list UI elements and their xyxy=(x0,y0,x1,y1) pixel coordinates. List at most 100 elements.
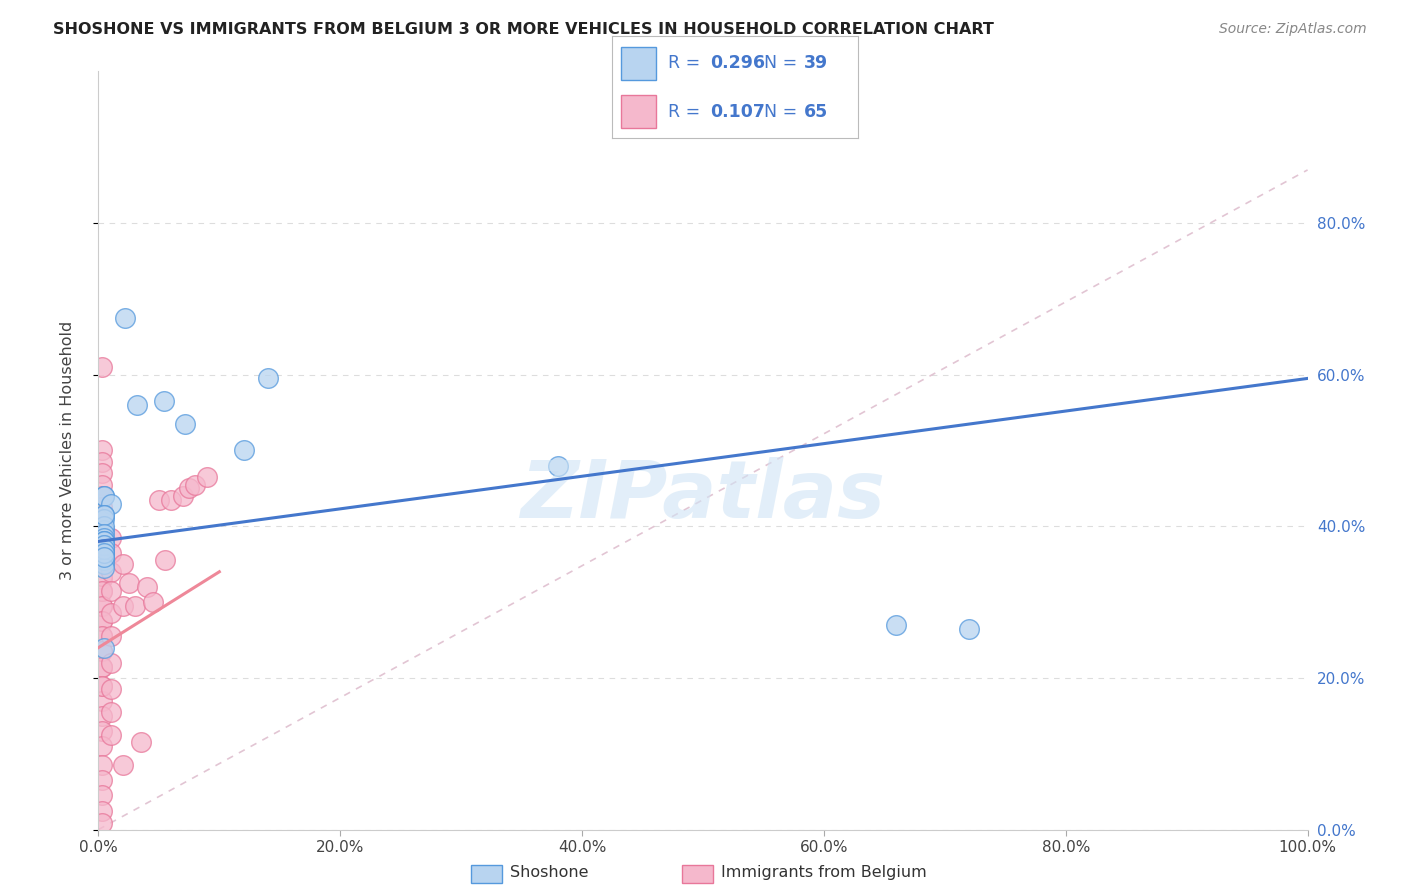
Point xyxy=(100,607,122,621)
Point xyxy=(93,549,115,564)
Point xyxy=(93,508,115,522)
Point xyxy=(91,523,114,537)
Point xyxy=(129,735,152,749)
Point xyxy=(93,538,115,552)
Point xyxy=(93,526,115,541)
Point xyxy=(100,656,122,670)
Text: R =: R = xyxy=(668,103,706,120)
Point xyxy=(91,568,114,582)
Point xyxy=(100,728,122,742)
Point xyxy=(93,640,115,655)
Point xyxy=(160,492,183,507)
Point xyxy=(91,804,114,818)
Point xyxy=(91,512,114,526)
Text: R =: R = xyxy=(668,54,706,72)
Point xyxy=(93,523,115,537)
Point xyxy=(91,557,114,572)
Point xyxy=(91,467,114,481)
Point xyxy=(91,455,114,469)
Point xyxy=(152,394,174,409)
Bar xyxy=(621,95,655,128)
Point xyxy=(91,477,114,491)
Point xyxy=(93,538,115,552)
Point xyxy=(91,614,114,628)
Point xyxy=(93,557,115,572)
Point xyxy=(100,546,122,560)
Point xyxy=(93,538,115,552)
Point xyxy=(256,371,278,385)
Point xyxy=(91,599,114,613)
Point xyxy=(232,443,254,458)
Point xyxy=(91,629,114,643)
Text: ZIPatlas: ZIPatlas xyxy=(520,457,886,535)
Point xyxy=(91,599,114,613)
Point xyxy=(91,694,114,708)
Point xyxy=(172,489,194,503)
Point xyxy=(148,492,170,507)
Text: N =: N = xyxy=(765,54,803,72)
Point xyxy=(91,678,114,692)
Point xyxy=(91,659,114,673)
Point xyxy=(174,417,197,431)
Point xyxy=(93,553,115,567)
Point xyxy=(179,482,201,496)
Point xyxy=(93,561,115,575)
Point xyxy=(91,489,114,503)
Point xyxy=(93,534,115,549)
Point xyxy=(93,519,115,533)
Point xyxy=(91,678,114,692)
Point xyxy=(93,534,115,549)
Point xyxy=(91,526,114,541)
Point xyxy=(93,542,115,557)
Point xyxy=(100,531,122,545)
Point xyxy=(111,758,134,772)
Point xyxy=(91,359,114,375)
Point xyxy=(127,398,149,412)
Point xyxy=(91,773,114,788)
Point xyxy=(547,458,569,473)
Text: Source: ZipAtlas.com: Source: ZipAtlas.com xyxy=(1219,22,1367,37)
Point xyxy=(93,542,115,557)
Point xyxy=(93,534,115,549)
Point xyxy=(91,500,114,515)
Bar xyxy=(621,47,655,79)
Point xyxy=(100,565,122,579)
Point xyxy=(93,512,115,526)
Y-axis label: 3 or more Vehicles in Household: 3 or more Vehicles in Household xyxy=(60,321,75,580)
Point xyxy=(91,553,114,567)
Point xyxy=(91,614,114,628)
Text: N =: N = xyxy=(765,103,803,120)
Point xyxy=(91,708,114,723)
Point xyxy=(91,739,114,753)
Point xyxy=(957,622,980,636)
Point xyxy=(100,682,122,697)
Point xyxy=(114,310,136,325)
Text: SHOSHONE VS IMMIGRANTS FROM BELGIUM 3 OR MORE VEHICLES IN HOUSEHOLD CORRELATION : SHOSHONE VS IMMIGRANTS FROM BELGIUM 3 OR… xyxy=(53,22,994,37)
Point xyxy=(91,534,114,549)
Point xyxy=(93,549,115,564)
Point xyxy=(93,489,115,503)
Point xyxy=(93,508,115,522)
Point xyxy=(91,659,114,673)
Point xyxy=(91,789,114,803)
Point xyxy=(93,534,115,549)
Point xyxy=(91,644,114,658)
Point xyxy=(100,705,122,719)
Point xyxy=(91,583,114,598)
Point xyxy=(93,546,115,560)
Text: 0.107: 0.107 xyxy=(710,103,765,120)
Point xyxy=(91,573,114,587)
Point xyxy=(135,580,157,594)
Point xyxy=(184,477,207,491)
Point xyxy=(91,583,114,598)
Point xyxy=(93,542,115,557)
Point xyxy=(93,489,115,503)
Point xyxy=(93,531,115,545)
Point xyxy=(124,599,146,613)
Point xyxy=(195,470,218,484)
Point xyxy=(91,546,114,560)
Text: Immigrants from Belgium: Immigrants from Belgium xyxy=(721,865,927,880)
Point xyxy=(153,553,176,567)
Text: 39: 39 xyxy=(804,54,828,72)
Point xyxy=(91,443,114,458)
